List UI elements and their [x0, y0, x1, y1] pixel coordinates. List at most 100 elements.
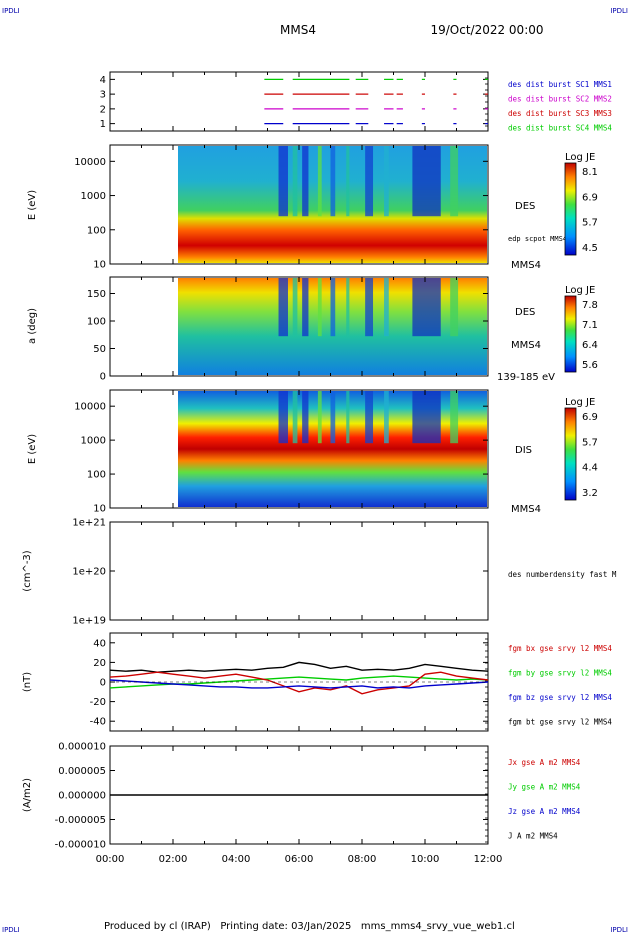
spectrogram-stripe: [346, 278, 350, 337]
dis-energy-spacecraft-label: MMS4: [511, 504, 541, 515]
corner-label-top-left: IPDLI: [2, 7, 20, 15]
des-pitch-energy-range-label: 139-185 eV: [497, 372, 555, 383]
density-legend-entry: des numberdensity fast M: [508, 570, 617, 579]
colorbar-tick-label: 8.1: [582, 167, 598, 178]
y-tick-label: -0.000005: [55, 815, 106, 826]
corner-label-top-right: IPDLI: [610, 7, 628, 15]
y-tick-label: 1e+21: [72, 518, 106, 529]
spectrogram-stripe: [412, 391, 441, 444]
y-tick-label: 0.000010: [58, 742, 106, 753]
time-tick-label: 08:00: [348, 854, 377, 865]
des-energy-scpot-label: edp scpot MMS4: [508, 235, 567, 243]
corner-label-bottom-left: IPDLI: [2, 926, 20, 934]
colorbar-tick-label: 3.2: [582, 488, 598, 499]
des-energy-spacecraft-label: MMS4: [511, 260, 541, 271]
fgm-legend-entry: fgm bz gse srvy l2 MMS4: [508, 693, 612, 702]
y-tick-label: 150: [87, 289, 106, 300]
spectrogram-stripe: [302, 278, 309, 337]
fgm-ylabel: (nT): [22, 672, 33, 692]
colorbar-tick-label: 4.5: [582, 243, 598, 254]
fgm-legend-entry: fgm bt gse srvy l2 MMS4: [508, 718, 612, 727]
current-legend-entry: Jy gse A m2 MMS4: [508, 783, 581, 792]
y-tick-label: 10: [93, 504, 106, 515]
y-tick-label: 20: [93, 658, 106, 669]
y-tick-label: 1000: [81, 191, 106, 202]
spacecraft-title: MMS4: [280, 23, 316, 37]
burst-legend-entry: des dist burst SC4 MMS4: [508, 124, 612, 133]
spectrogram-stripe: [384, 146, 389, 217]
spectrogram-stripe: [302, 391, 309, 444]
y-tick-label: 2: [100, 104, 106, 115]
spectrogram-stripe: [450, 146, 459, 217]
dis-energy-colorbar: [564, 407, 577, 501]
y-tick-label: 0.000005: [58, 766, 106, 777]
colorbar-tick-label: 6.4: [582, 340, 598, 351]
dis-energy-colorbar-title: Log JE: [565, 397, 595, 408]
axis-tick-labels: 00:00 02:00 04:00 06:00 08:00 10:00 12:00 1 2 3 4 1…: [55, 75, 598, 865]
y-tick-label: 10: [93, 260, 106, 271]
y-tick-label: 40: [93, 638, 106, 649]
fgm-legend-entry: fgm bx gse srvy l2 MMS4: [508, 644, 612, 653]
des-pitch-colorbar: [564, 295, 577, 373]
spectrogram-stripe: [278, 391, 288, 444]
density-panel-frame: [109, 521, 489, 621]
burst-legend-entry: des dist burst SC2 MMS2: [508, 95, 612, 104]
fgm-series-line: [109, 661, 489, 673]
y-tick-label: 4: [100, 75, 106, 86]
des-pitch-colorbar-title: Log JE: [565, 285, 595, 296]
date-title: 19/Oct/2022 00:00: [430, 23, 543, 37]
colorbar-tick-label: 6.9: [582, 412, 598, 423]
colorbar-tick-label: 5.7: [582, 437, 598, 448]
des-pitch-ylabel: a (deg): [27, 308, 38, 344]
time-tick-label: 10:00: [411, 854, 440, 865]
y-tick-label: 3: [100, 90, 106, 101]
spectrogram-stripe: [450, 391, 459, 444]
colorbar-tick-label: 4.4: [582, 463, 598, 474]
spectrogram-stripe: [412, 146, 441, 217]
spectrogram-stripe: [330, 391, 336, 444]
colorbar-tick-label: 6.9: [582, 192, 598, 203]
spectrogram-stripe: [330, 146, 336, 217]
spectrogram-stripe: [346, 391, 350, 444]
spectrogram-stripe: [292, 146, 298, 217]
colorbar-tick-label: 5.7: [582, 218, 598, 229]
corner-label-bottom-right: IPDLI: [610, 926, 628, 934]
y-tick-label: -40: [90, 717, 106, 728]
current-legend-entry: Jz gse A m2 MMS4: [508, 807, 581, 816]
time-tick-label: 02:00: [159, 854, 188, 865]
spectrogram-stripe: [412, 278, 441, 337]
y-tick-label: 100: [87, 225, 106, 236]
dis-energy-instrument-label: DIS: [515, 445, 532, 456]
spectrogram-stripe: [292, 391, 298, 444]
spectrogram-stripe: [278, 146, 288, 217]
current-legend-entry: Jx gse A m2 MMS4: [508, 758, 581, 767]
spectrogram-stripe: [384, 391, 389, 444]
des-pitch-spacecraft-label: MMS4: [511, 340, 541, 351]
density-ylabel: (cm^-3): [22, 550, 33, 591]
spectrogram-stripe: [317, 146, 322, 217]
time-tick-label: 06:00: [285, 854, 314, 865]
burst-legend-entry: des dist burst SC1 MMS1: [508, 80, 612, 89]
dis-energy-ylabel: E (eV): [27, 434, 38, 464]
y-tick-label: 0.000000: [58, 791, 106, 802]
spectrogram-stripe: [365, 391, 374, 444]
fgm-series-line: [109, 679, 489, 689]
y-tick-label: 10000: [74, 157, 106, 168]
y-tick-label: 1e+20: [72, 567, 106, 578]
colorbar-tick-label: 7.8: [582, 300, 598, 311]
spectrogram-stripe: [302, 146, 309, 217]
spectrogram-stripes: [278, 146, 459, 444]
current-ylabel: (A/m2): [22, 778, 33, 812]
fgm-series-line: [109, 671, 489, 695]
y-tick-label: 50: [93, 344, 106, 355]
spectrogram-stripe: [317, 278, 322, 337]
y-tick-label: -20: [90, 697, 106, 708]
axis-ticks: [109, 72, 489, 845]
des-energy-colorbar-title: Log JE: [565, 152, 595, 163]
data-series: [109, 78, 489, 796]
fgm-legend-entry: fgm by gse srvy l2 MMS4: [508, 669, 612, 678]
colorbar-tick-label: 7.1: [582, 320, 598, 331]
burst-panel-frame: [109, 71, 489, 132]
burst-legend-entry: des dist burst SC3 MMS3: [508, 109, 612, 118]
